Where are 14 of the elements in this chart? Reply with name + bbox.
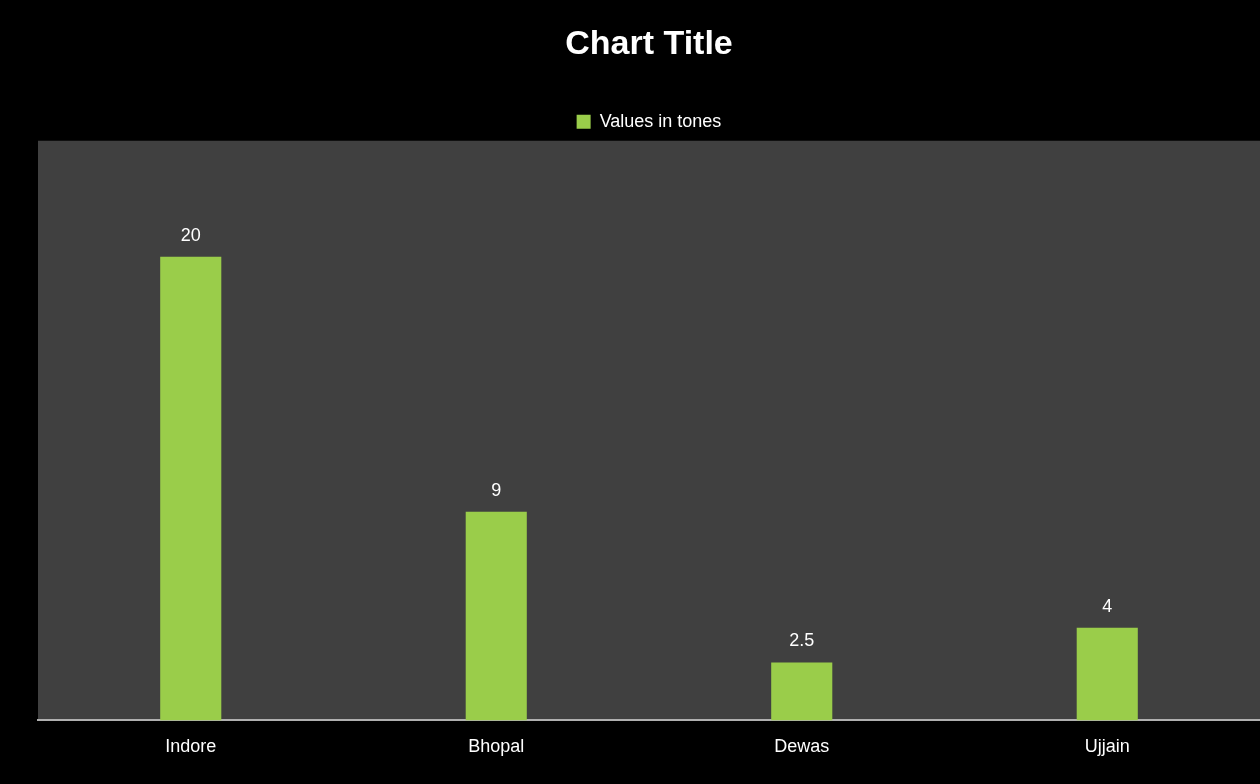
data-label: 4: [1102, 595, 1113, 616]
x-tick-label: Indore: [165, 736, 217, 757]
data-label: 9: [491, 479, 502, 500]
x-tick-label: Bhopal: [468, 736, 525, 757]
legend-label: Values in tones: [599, 110, 722, 131]
chart-title: Chart Title: [565, 22, 733, 61]
bar: [465, 511, 527, 721]
data-label: 20: [180, 224, 201, 245]
bar: [771, 662, 833, 721]
data-label: 2.5: [789, 630, 815, 651]
bar: [160, 256, 222, 721]
x-tick-label: Dewas: [774, 736, 830, 757]
bar: [1076, 627, 1138, 721]
x-tick-label: Ujjain: [1084, 736, 1130, 757]
